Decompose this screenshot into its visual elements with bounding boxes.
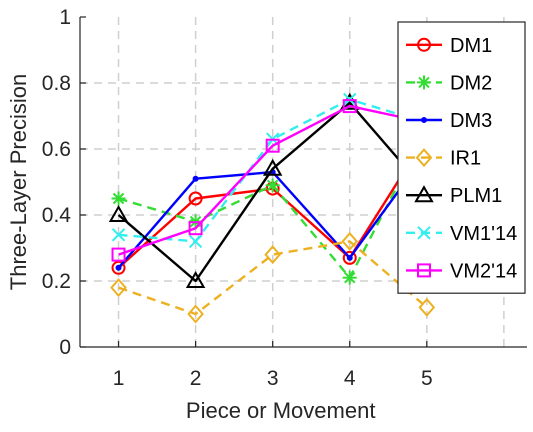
- marker-shape: [266, 179, 279, 192]
- legend-entry: VM2'14: [406, 260, 517, 282]
- legend-label: IR1: [450, 148, 481, 170]
- axes: 0 0.2 0.4 0.6 0.8 1 1 2 3 4 5: [42, 6, 527, 390]
- marker-shape: [342, 99, 357, 114]
- data-point: [188, 191, 203, 206]
- series-line: [118, 240, 428, 316]
- marker-shape: [264, 245, 282, 265]
- legend-marker: [415, 148, 433, 168]
- legend-label: VM1'14: [450, 223, 517, 245]
- legend-label: DM2: [450, 72, 492, 94]
- marker-shape: [115, 264, 122, 271]
- data-point: [111, 260, 126, 275]
- legend-entry: IR1: [406, 148, 481, 170]
- marker-shape: [418, 76, 430, 89]
- data-point: [418, 297, 436, 317]
- legend-box: [397, 21, 526, 294]
- y-tick-label: 1: [59, 6, 71, 29]
- legend-entry: DM2: [406, 72, 492, 94]
- marker-shape: [417, 37, 431, 52]
- x-tick-label: 1: [113, 367, 125, 390]
- marker-shape: [111, 260, 126, 275]
- data-point: [346, 254, 353, 261]
- legend-marker: [417, 75, 431, 90]
- x-tick-label: 3: [267, 367, 279, 390]
- y-tick-label: 0.2: [42, 270, 71, 293]
- data-point: [108, 204, 129, 222]
- x-tick-label: 2: [190, 367, 202, 390]
- marker-shape: [346, 254, 353, 261]
- legend-marker: [417, 37, 431, 52]
- marker-shape: [418, 297, 436, 317]
- marker-shape: [188, 191, 203, 206]
- marker-shape: [344, 271, 356, 284]
- series-line: [118, 98, 428, 243]
- marker-shape: [415, 148, 433, 168]
- marker-shape: [188, 234, 203, 249]
- marker-shape: [111, 228, 126, 242]
- marker-shape: [262, 158, 283, 176]
- marker-shape: [192, 175, 199, 182]
- marker-shape: [188, 221, 203, 236]
- data-point: [111, 228, 126, 242]
- marker-shape: [110, 278, 127, 298]
- data-point: [111, 191, 126, 206]
- legend-label: VM2'14: [450, 260, 517, 282]
- legend-entry: DM3: [406, 110, 492, 132]
- marker-shape: [417, 226, 431, 240]
- legend-label: DM3: [450, 110, 492, 132]
- marker-shape: [421, 117, 427, 123]
- x-tick-label: 5: [421, 367, 433, 390]
- y-tick-label: 0.6: [42, 138, 71, 161]
- marker-shape: [111, 247, 126, 262]
- data-point: [342, 250, 357, 265]
- marker-shape: [265, 138, 280, 153]
- series-group: [108, 92, 437, 324]
- marker-shape: [342, 250, 357, 265]
- x-axis-title: Piece or Movement: [186, 398, 376, 423]
- data-point: [342, 99, 357, 114]
- legend-entry: DM1: [406, 35, 492, 57]
- legend: DM1 DM2 DM3 IR1 PLM1 VM1'14 VM2'14: [397, 21, 526, 294]
- data-point: [265, 178, 280, 193]
- marker-shape: [341, 231, 359, 251]
- data-point: [265, 138, 280, 153]
- legend-marker: [414, 185, 434, 203]
- legend-entry: VM1'14: [406, 223, 517, 245]
- data-point: [262, 158, 283, 176]
- y-tick-label: 0: [59, 336, 71, 359]
- data-point: [187, 304, 204, 324]
- series-line: [117, 101, 428, 283]
- marker-shape: [185, 270, 206, 288]
- data-point: [111, 247, 126, 262]
- y-axis-title: Three-Layer Precision: [6, 74, 31, 290]
- marker-shape: [187, 304, 204, 324]
- data-point: [342, 270, 357, 285]
- data-point: [192, 175, 199, 182]
- data-point: [185, 270, 206, 288]
- legend-marker: [421, 117, 427, 123]
- marker-shape: [417, 263, 431, 278]
- marker-shape: [108, 204, 129, 222]
- legend-marker: [417, 226, 431, 240]
- y-tick-label: 0.8: [42, 72, 71, 95]
- legend-label: PLM1: [450, 185, 502, 207]
- grid: [80, 17, 527, 347]
- legend-label: DM1: [450, 35, 492, 57]
- marker-shape: [414, 185, 434, 203]
- data-point: [110, 278, 127, 298]
- data-point: [341, 231, 359, 251]
- legend-marker: [417, 263, 431, 278]
- data-point: [188, 221, 203, 236]
- marker-shape: [112, 192, 125, 205]
- series-line: [118, 104, 428, 256]
- data-point: [188, 234, 203, 249]
- data-point: [115, 264, 122, 271]
- legend-entry: PLM1: [406, 185, 502, 207]
- x-tick-label: 4: [344, 367, 356, 390]
- data-point: [264, 245, 282, 265]
- y-tick-label: 0.4: [42, 204, 72, 227]
- series-ir1: [110, 231, 436, 324]
